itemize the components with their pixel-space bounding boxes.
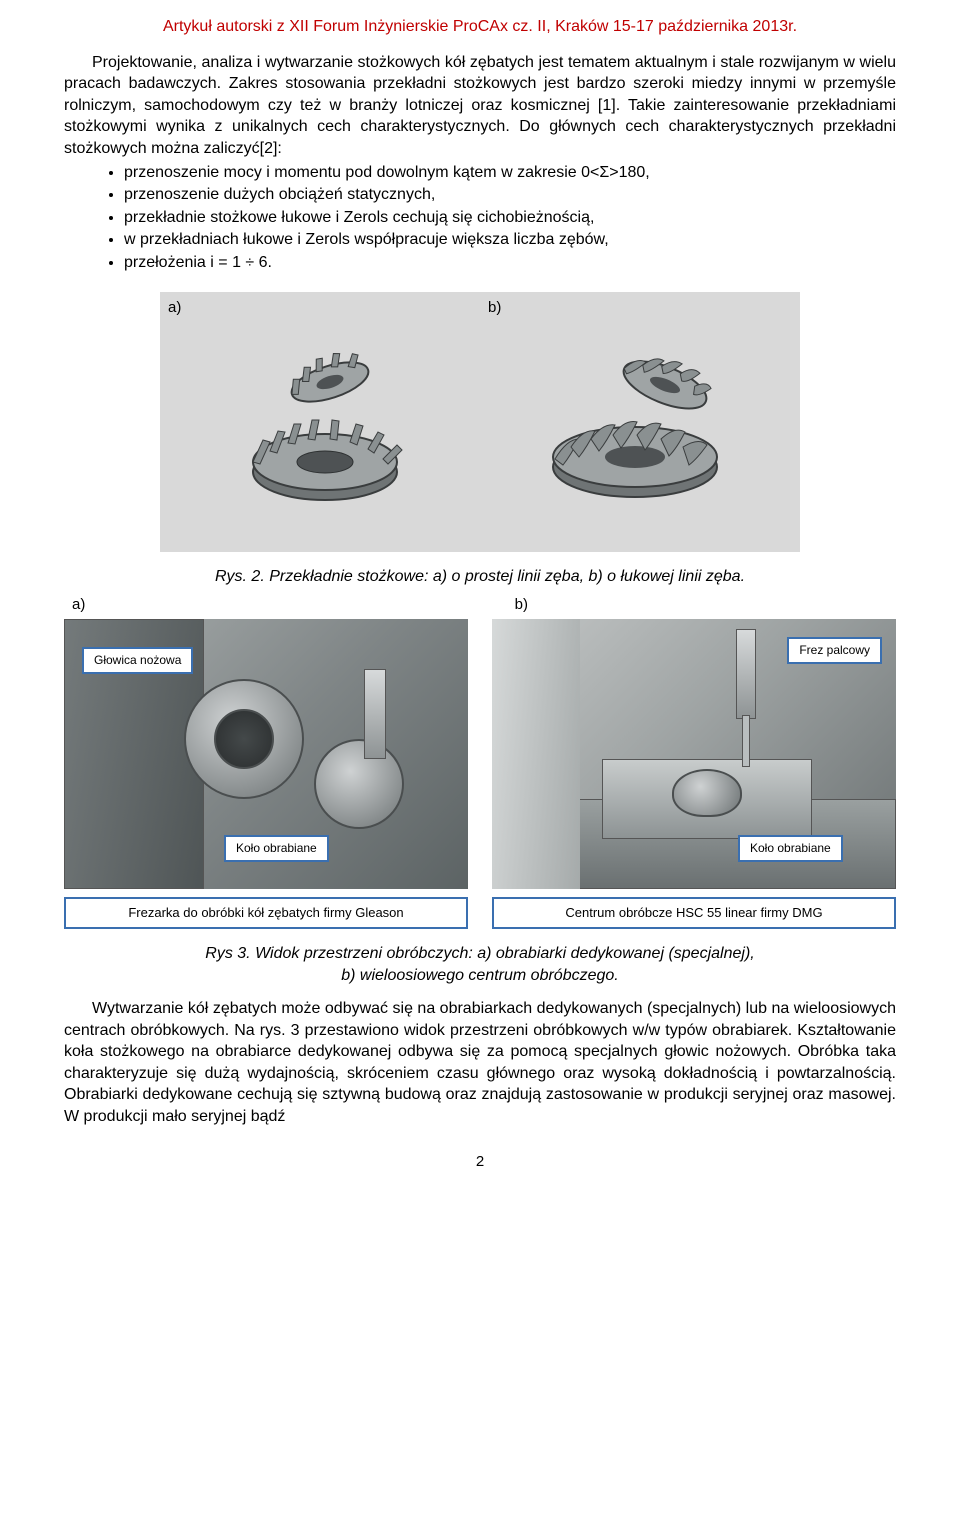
list-item: przenoszenie mocy i momentu pod dowolnym… (124, 162, 896, 184)
bevel-gear-spiral-icon (535, 347, 735, 517)
panel-letter-b: b) (488, 298, 501, 318)
bevel-gear-straight-icon (230, 342, 410, 522)
fig3-panel-b: Frez palcowy Koło obrabiane Centrum obró… (492, 619, 896, 929)
fig3-caption-line1: Rys 3. Widok przestrzeni obróbczych: a) … (205, 945, 754, 962)
feature-list: przenoszenie mocy i momentu pod dowolnym… (124, 162, 896, 274)
label-workpiece-a: Koło obrabiane (224, 835, 329, 861)
fig2-caption: Rys. 2. Przekładnie stożkowe: a) o prost… (64, 566, 896, 588)
list-item: przełożenia i = 1 ÷ 6. (124, 252, 896, 274)
figure-3: Głowica nożowa Koło obrabiane Frezarka d… (64, 619, 896, 929)
label-dmg-caption: Centrum obróbcze HSC 55 linear firmy DMG (492, 897, 896, 929)
intro-paragraph: Projektowanie, analiza i wytwarzanie sto… (64, 52, 896, 160)
fig2-panel-a: a) (160, 292, 480, 552)
manufacturing-paragraph: Wytwarzanie kół zębatych może odbywać si… (64, 998, 896, 1128)
fig3-caption: Rys 3. Widok przestrzeni obróbczych: a) … (64, 943, 896, 986)
panel-letter-a: a) (168, 298, 181, 318)
fig2-panel-b: b) (480, 292, 800, 552)
panel-letter-a: a) (72, 595, 85, 615)
fig3-letters: a) b) (64, 595, 896, 615)
list-item: w przekładniach łukowe i Zerols współpra… (124, 229, 896, 251)
fig3-caption-line2: b) wieloosiowego centrum obróbczego. (341, 967, 618, 984)
gleason-machine-image: Głowica nożowa Koło obrabiane (64, 619, 468, 889)
label-workpiece-b: Koło obrabiane (738, 835, 843, 861)
label-gleason-caption: Frezarka do obróbki kół zębatych firmy G… (64, 897, 468, 929)
page-header: Artykuł autorski z XII Forum Inżynierski… (64, 16, 896, 38)
label-end-mill: Frez palcowy (787, 637, 882, 663)
label-cutter-head: Głowica nożowa (82, 647, 193, 673)
panel-letter-b: b) (515, 595, 528, 615)
figure-2: a) (64, 292, 896, 552)
list-item: przenoszenie dużych obciążeń statycznych… (124, 184, 896, 206)
dmg-machine-image: Frez palcowy Koło obrabiane (492, 619, 896, 889)
list-item: przekładnie stożkowe łukowe i Zerols cec… (124, 207, 896, 229)
fig3-panel-a: Głowica nożowa Koło obrabiane Frezarka d… (64, 619, 468, 929)
page-number: 2 (64, 1152, 896, 1172)
